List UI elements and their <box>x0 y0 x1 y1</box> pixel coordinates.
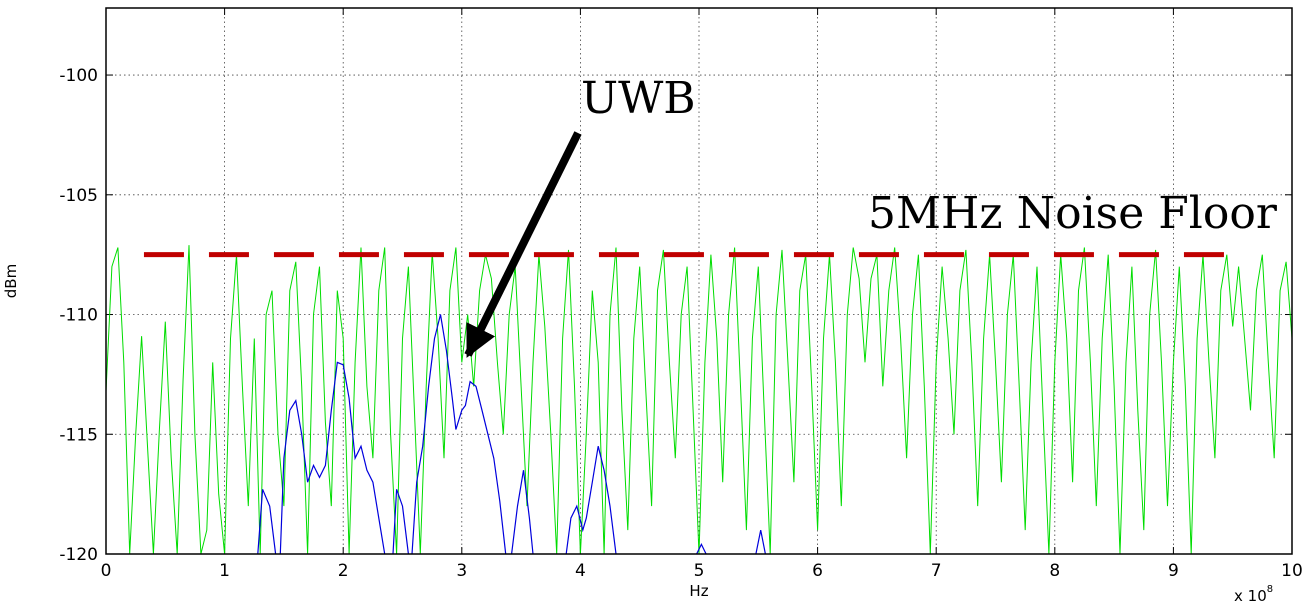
series-line-blue-segment <box>565 446 617 554</box>
y-tick-label: -100 <box>59 66 98 86</box>
y-tick-label: -120 <box>59 545 98 565</box>
series-line-blue-segment <box>257 489 277 554</box>
x-tick-label: 7 <box>931 561 942 581</box>
y-tick-labels: -100 -105 -110 -115 -120 <box>59 66 98 565</box>
uwb-arrow <box>464 131 582 358</box>
x-tick-labels: 0 1 2 3 4 5 6 7 8 9 10 <box>101 561 1303 581</box>
series-line-blue-segment <box>755 529 766 554</box>
x-tick-label: 6 <box>812 561 823 581</box>
plot-frame <box>105 7 1293 555</box>
series-line-blue-segment <box>511 470 534 554</box>
y-axis-label: dBm <box>2 264 20 298</box>
x-tick-label: 9 <box>1168 561 1179 581</box>
x-tick-label: 10 <box>1281 561 1303 581</box>
x-exponent-base: x 10 <box>1234 587 1267 604</box>
x-exponent-power: 8 <box>1267 584 1273 595</box>
series-line-blue-segment <box>392 489 409 554</box>
noise-floor-annotation: 5MHz Noise Floor <box>868 188 1278 239</box>
x-tick-label: 2 <box>338 561 349 581</box>
x-exponent-label: x 108 <box>1234 584 1273 604</box>
series-line-green <box>106 245 1292 554</box>
x-tick-label: 0 <box>101 561 112 581</box>
y-tick-label: -110 <box>59 306 98 326</box>
y-tick-label: -105 <box>59 186 98 206</box>
series-line-blue-segment <box>696 543 707 554</box>
x-tick-label: 8 <box>1049 561 1060 581</box>
y-tick-label: -115 <box>59 425 98 445</box>
uwb-annotation: UWB <box>581 73 696 124</box>
series-line-blue-segment <box>411 314 507 554</box>
x-tick-label: 5 <box>694 561 705 581</box>
x-tick-label: 3 <box>456 561 467 581</box>
grid-lines <box>106 8 1292 554</box>
series-line-blue-segment <box>279 361 386 554</box>
x-tick-label: 4 <box>575 561 586 581</box>
x-tick-label: 1 <box>219 561 230 581</box>
x-axis-label: Hz <box>689 582 708 600</box>
series-line-blue <box>257 314 766 554</box>
